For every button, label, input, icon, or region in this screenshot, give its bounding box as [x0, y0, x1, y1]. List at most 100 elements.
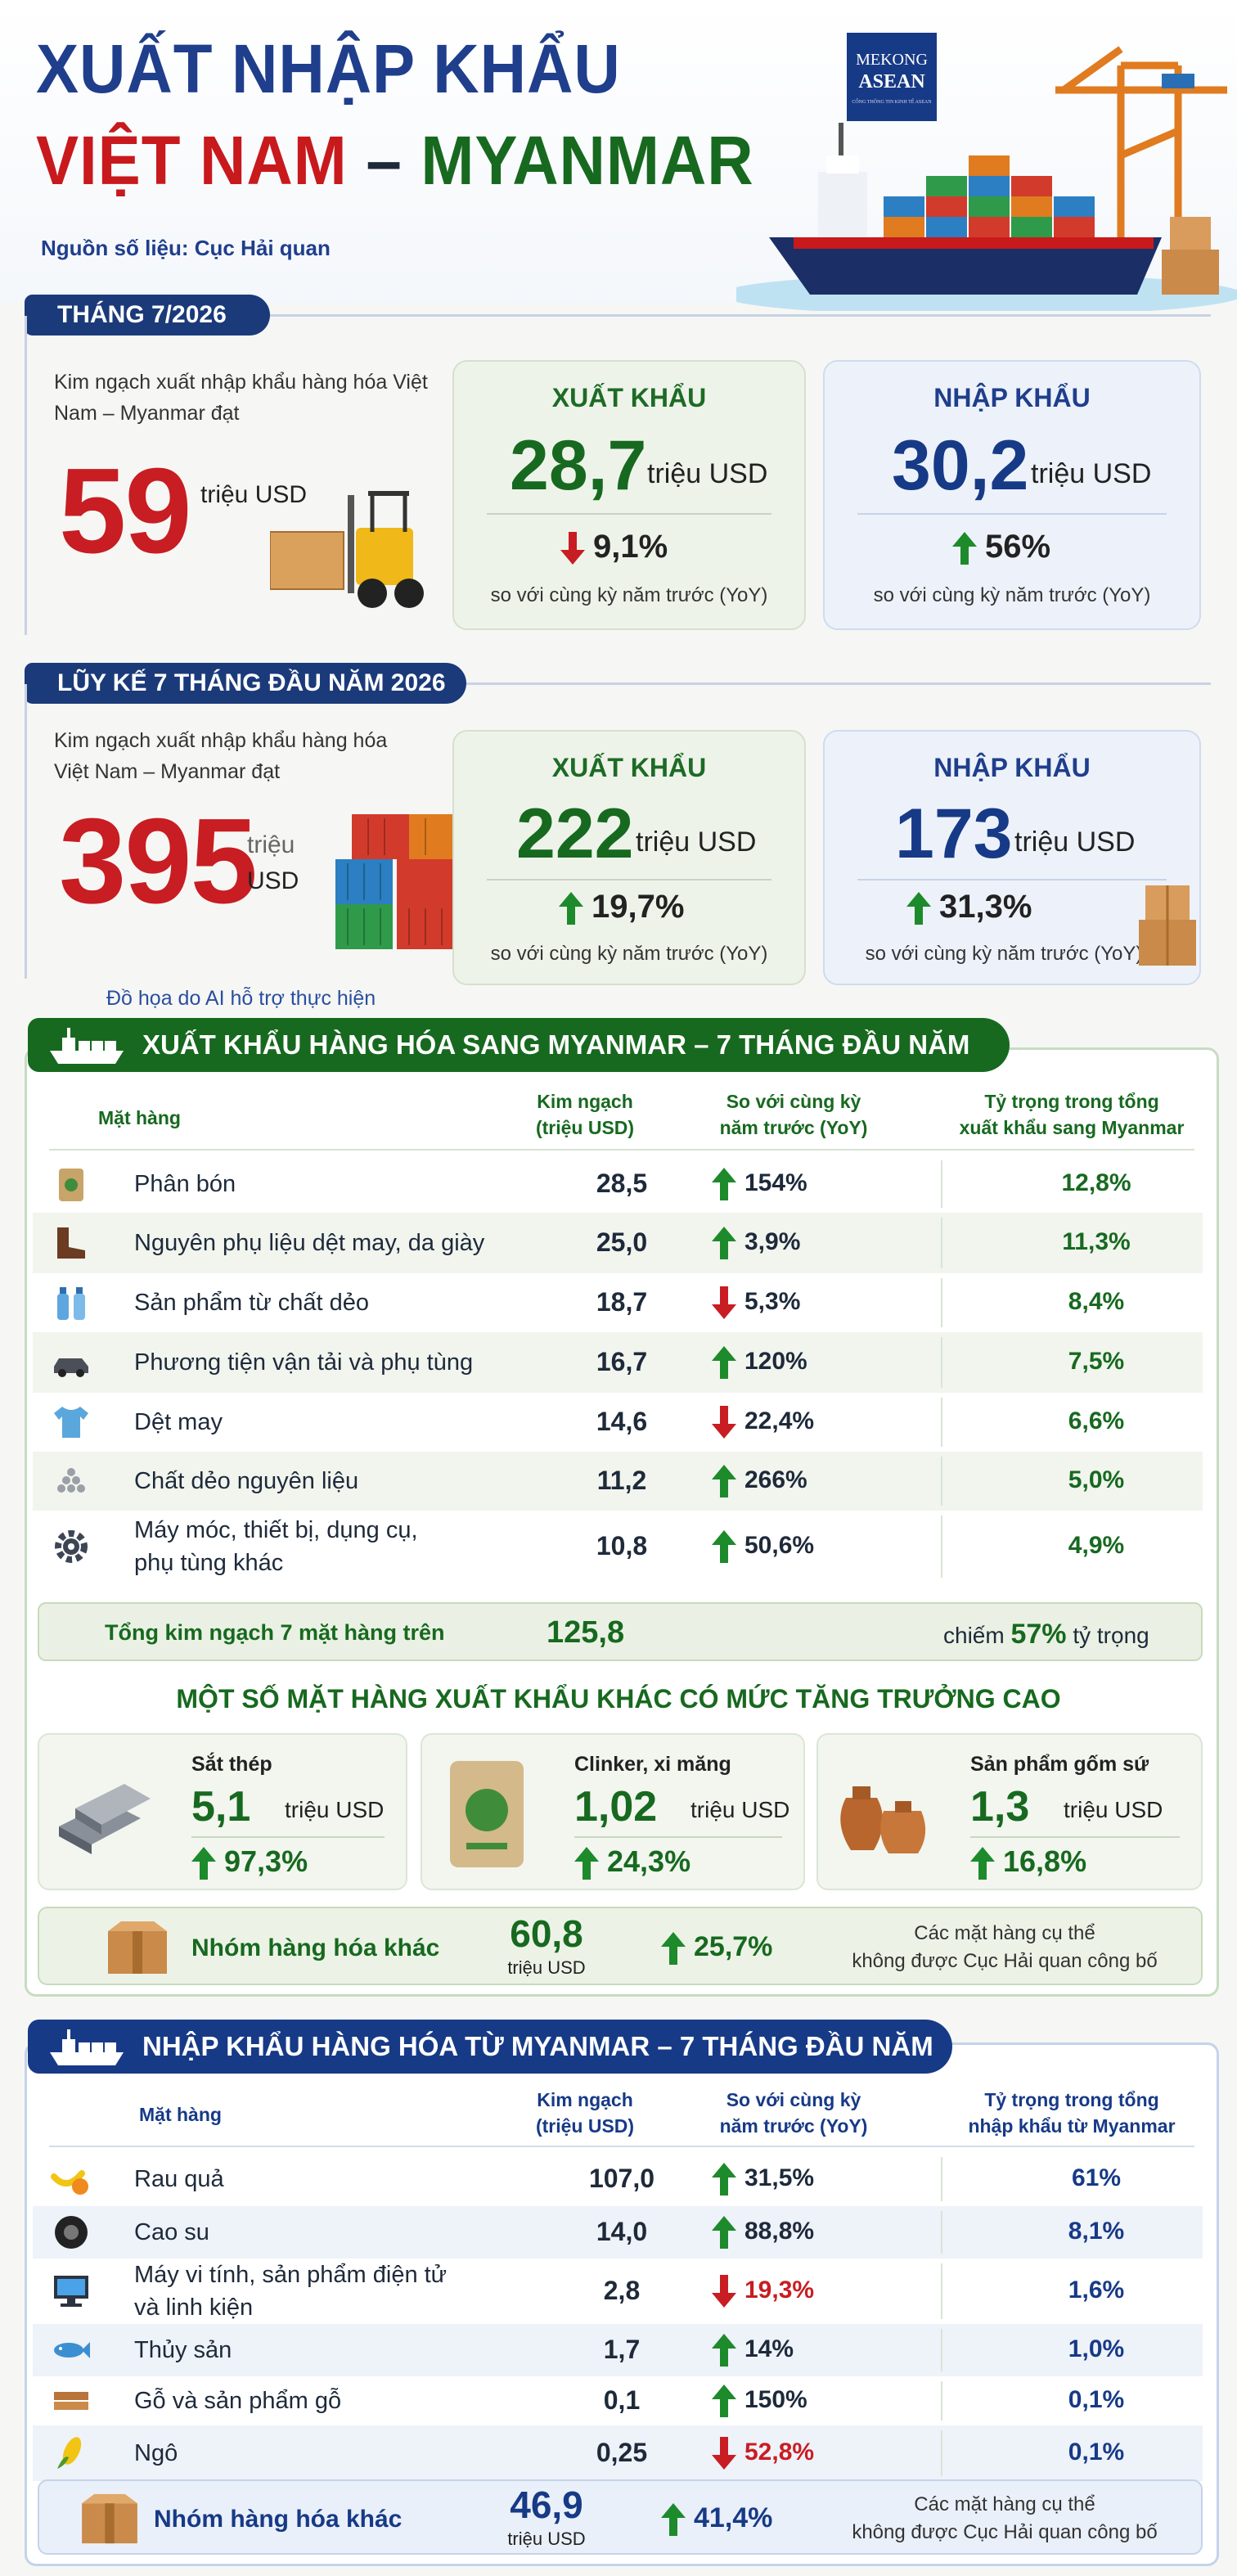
table-row: Ngô 0,25 52,8% 0,1%	[33, 2425, 1203, 2481]
export-col-share: Tỷ trọng trong tổng xuất khẩu sang Myanm…	[959, 1091, 1185, 1138]
cardboard-boxes-icon	[1139, 885, 1196, 966]
up-arrow-icon	[712, 2385, 736, 2417]
ytd-export-card: XUẤT KHẨU 222 triệu USD 19,7% so với cùn…	[452, 730, 806, 985]
high-growth-value: 1,3	[970, 1783, 1030, 1831]
section-left-rule	[25, 684, 27, 979]
row-change: 266%	[712, 1465, 957, 1497]
steel-bars-icon	[51, 1753, 157, 1876]
up-arrow-icon	[712, 1227, 736, 1259]
high-growth-title: MỘT SỐ MẶT HÀNG XUẤT KHẨU KHÁC CÓ MỨC TĂ…	[176, 1684, 1061, 1714]
row-item-name: Nguyên phụ liệu dệt may, da giày	[134, 1230, 485, 1256]
ytd-import-title: NHẬP KHẨU	[933, 753, 1091, 782]
high-growth-value: 1,02	[574, 1783, 658, 1831]
row-change: 52,8%	[712, 2437, 957, 2470]
down-arrow-icon	[712, 1406, 736, 1439]
section-rule	[205, 314, 1211, 317]
import-other-label: Nhóm hàng hóa khác	[154, 2506, 403, 2533]
import-other-change: 41,4%	[661, 2502, 772, 2537]
export-col-value: Kim ngạch (triệu USD)	[535, 1091, 635, 1138]
section-left-rule	[25, 316, 27, 635]
row-item-name: Chất dẻo nguyên liệu	[134, 1468, 359, 1494]
up-arrow-icon	[952, 532, 977, 565]
section-rule	[393, 682, 1211, 685]
plastic-pellets-icon	[51, 1461, 92, 1502]
ytd-export-change: 19,7%	[559, 889, 684, 925]
car-icon	[51, 1342, 92, 1383]
row-change: 154%	[712, 1168, 957, 1200]
import-col-change: So với cùng kỳ năm trước (YoY)	[719, 2089, 868, 2137]
row-value: 25,0	[596, 1227, 648, 1257]
ai-credit-note: Đồ họa do AI hỗ trợ thực hiện	[106, 987, 376, 1010]
down-arrow-icon	[712, 2437, 736, 2470]
row-change: 88,8%	[712, 2216, 957, 2249]
ytd-export-value: 222	[516, 795, 634, 873]
row-item-name: Ngô	[134, 2440, 178, 2466]
ytd-import-note: so với cùng kỳ năm trước (YoY)	[865, 943, 1143, 965]
row-change: 120%	[712, 1346, 957, 1379]
row-change: 22,4%	[712, 1406, 957, 1439]
table-row: Rau quả 107,0 31,5% 61%	[33, 2152, 1203, 2206]
up-arrow-icon	[712, 2216, 736, 2249]
import-other-unit: triệu USD	[507, 2529, 586, 2549]
row-change: 14%	[712, 2334, 957, 2367]
table-row: Cao su 14,0 88,8% 8,1%	[33, 2206, 1203, 2259]
table-row: Máy móc, thiết bị, dụng cụ, phụ tùng khá…	[33, 1511, 1203, 1583]
ytd-import-card: NHẬP KHẨU 173 triệu USD 31,3% so với cùn…	[823, 730, 1201, 985]
import-table-title: NHẬP KHẨU HÀNG HÓA TỪ MYANMAR – 7 THÁNG …	[28, 2020, 952, 2115]
row-share: 7,5%	[1068, 1348, 1125, 1375]
row-item-name: Thủy sản	[134, 2337, 232, 2363]
table-row: Phân bón 28,5 154% 12,8%	[33, 1155, 1203, 1213]
title-dash: –	[347, 122, 421, 199]
cement-bag-icon	[434, 1753, 540, 1876]
export-col-item: Mặt hàng	[98, 1107, 181, 1128]
high-growth-card: Sắt thép 5,1 triệu USD 97,3%	[38, 1733, 407, 1890]
ytd-total-unit-1: triệu	[247, 831, 295, 858]
month-total-unit: triệu USD	[200, 481, 308, 508]
ytd-export-title: XUẤT KHẨU	[551, 753, 707, 782]
up-arrow-icon	[712, 1168, 736, 1200]
month-export-note: so với cùng kỳ năm trước (YoY)	[490, 584, 768, 606]
row-item-name: Gỗ và sản phẩm gỗ	[134, 2388, 342, 2414]
ytd-import-change: 31,3%	[906, 889, 1032, 925]
row-value: 0,1	[603, 2385, 641, 2415]
cargo-ship-illustration	[736, 46, 1237, 311]
up-arrow-icon	[712, 1465, 736, 1497]
month-import-value: 30,2	[892, 426, 1029, 505]
row-item-name: Dệt may	[134, 1409, 223, 1435]
high-growth-card: Clinker, xi măng 1,02 triệu USD 24,3%	[421, 1733, 805, 1890]
export-other-value: 60,8	[510, 1912, 583, 1955]
month-export-change: 9,1%	[560, 529, 668, 565]
row-change: 150%	[712, 2385, 957, 2417]
row-share: 0,1%	[1068, 2386, 1125, 2413]
row-item-name: Cao su	[134, 2219, 209, 2245]
high-growth-unit: triệu USD	[285, 1797, 385, 1822]
table-row: Dệt may 14,6 22,4% 6,6%	[33, 1393, 1203, 1452]
down-arrow-icon	[560, 532, 585, 565]
row-item-name: Phương tiện vận tải và phụ tùng	[134, 1349, 474, 1376]
data-source: Nguồn số liệu: Cục Hải quan	[41, 236, 331, 260]
import-col-item: Mặt hàng	[139, 2104, 222, 2125]
row-share: 12,8%	[1061, 1169, 1131, 1196]
month-export-value: 28,7	[510, 426, 647, 505]
import-other-value: 46,9	[510, 2484, 583, 2526]
row-share: 4,9%	[1068, 1532, 1125, 1559]
row-share: 8,4%	[1068, 1288, 1125, 1315]
up-arrow-icon	[712, 1346, 736, 1379]
table-row: Nguyên phụ liệu dệt may, da giày 25,0 3,9%…	[33, 1213, 1203, 1273]
ship-icon	[50, 1028, 124, 1064]
export-table-title: XUẤT KHẨU HÀNG HÓA SANG MYANMAR – 7 THÁN…	[28, 1018, 1010, 1114]
ship-icon	[50, 2029, 124, 2065]
row-value: 14,6	[596, 1407, 648, 1436]
corn-icon	[51, 2433, 92, 2474]
row-value: 28,5	[596, 1169, 648, 1198]
month-export-title: XUẤT KHẨU	[551, 383, 707, 412]
up-arrow-icon	[906, 892, 931, 925]
export-total-share: chiếm 57% tỷ trọng	[943, 1619, 1149, 1650]
row-change: 3,9%	[712, 1227, 957, 1259]
fertilizer-bag-icon	[51, 1164, 92, 1205]
ytd-total-unit-2: USD	[247, 867, 299, 894]
title-myanmar: MYANMAR	[421, 122, 754, 199]
computer-icon	[51, 2271, 92, 2312]
month-export-unit: triệu USD	[647, 458, 768, 489]
month-import-change: 56%	[952, 529, 1050, 565]
